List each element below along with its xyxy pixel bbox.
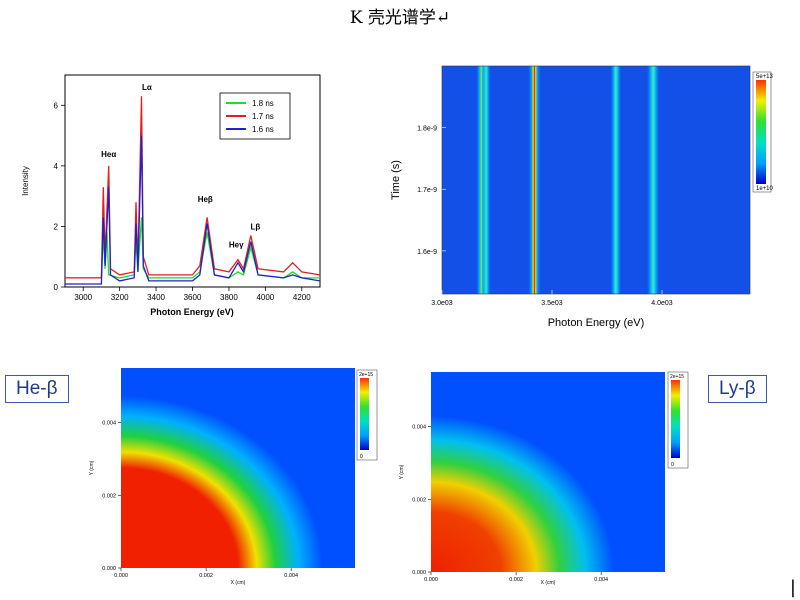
legend-entry: 1.6 ns [252,125,274,134]
x-tick-label: 0.004 [284,573,298,579]
y-tick-label: 6 [54,101,59,110]
x-tick-label: 4000 [256,293,274,302]
x-axis-label: X (cm) [541,580,556,586]
y-tick-label: 4 [54,162,59,171]
x-tick-label: 0.004 [594,577,608,583]
x-tick-label: 0.002 [509,577,523,583]
y-axis-label: Time (s) [390,160,402,200]
colorbar: 2e+15 0 [667,371,689,469]
x-tick-label: 3200 [111,293,129,302]
page-title: K 壳光谱学↵ [349,8,451,28]
colorbar: 2e+15 0 [356,369,378,461]
emission-line [609,66,622,294]
peak-annotation: Lα [142,83,152,92]
edge-mark: | [789,577,796,598]
x-tick-label: 3.0e03 [431,300,453,307]
x-tick-label: 3400 [147,293,165,302]
y-axis-label: Y (cm) [89,460,95,475]
ly-beta-label: Ly-β [708,375,767,403]
legend-entry: 1.7 ns [252,112,274,121]
peak-annotation: Heα [101,150,116,159]
y-tick-label: 0.000 [412,570,426,576]
he-beta-label: He-β [5,375,69,403]
peak-annotation: Heγ [229,241,244,250]
x-tick-label: 4200 [293,293,311,302]
colorbar-max-label: 5e+13 [756,74,774,80]
x-tick-label: 3000 [74,293,92,302]
y-tick-label: 0.002 [412,497,426,503]
emission-line [481,66,491,294]
x-tick-label: 3800 [220,293,238,302]
y-tick-label: 0.004 [102,421,116,427]
colorbar-min-label: 0 [360,454,363,460]
emission-line [527,66,542,294]
x-tick-label: 4.0e03 [651,300,673,307]
heatmap-area [442,66,750,294]
y-tick-label: 0.000 [102,566,116,572]
y-tick-label: 0.002 [102,493,116,499]
y-tick-label: 0.004 [412,425,426,431]
time-resolved-heatmap: 3.0e03 3.5e03 4.0e03 1.6e-9 1.7e-9 1.8e-9 5e+… [390,65,774,329]
legend: 1.8 ns 1.7 ns 1.6 ns [219,92,291,140]
x-tick-label: 0.002 [199,573,213,579]
x-axis-label: Photon Energy (eV) [150,307,234,317]
series-line-1.7-ns [65,96,321,279]
colorbar-max-label: 2e+15 [359,372,373,378]
colorbar: 5e+13 1e+10 [752,71,774,193]
colorbar-max-label: 2e+15 [670,374,684,380]
y-tick-label: 0 [54,283,59,292]
spectrum-line-chart: 3000 3200 3400 3600 3800 4000 4200 0 2 4 6 Heα Lα He… [21,74,321,317]
series-line-1.6-ns [65,135,321,285]
y-tick-label: 1.7e-9 [417,187,437,194]
ly-beta-heatmap: 0.000 0.002 0.004 0.000 0.002 0.004 2e+15 0 X… [399,371,689,586]
y-tick-label: 1.6e-9 [417,249,437,256]
y-axis-label: Y (cm) [399,464,405,479]
x-tick-label: 0.000 [424,577,438,583]
y-tick-label: 1.8e-9 [417,126,437,133]
legend-entry: 1.8 ns [252,99,274,108]
colorbar-min-label: 1e+10 [756,186,774,192]
x-axis-label: Photon Energy (eV) [548,317,645,329]
he-beta-heatmap: 0.000 0.002 0.004 0.000 0.002 0.004 2e+15 0 X… [89,368,378,586]
emission-line [646,66,661,294]
x-tick-label: 3600 [184,293,202,302]
y-axis-label: Intensity [21,166,30,196]
peak-annotation: Lβ [250,222,260,231]
x-tick-label: 3.5e03 [541,300,563,307]
x-tick-label: 0.000 [114,573,128,579]
x-axis-label: X (cm) [231,580,246,586]
peak-annotation: Heβ [198,195,213,204]
y-tick-label: 2 [54,222,59,231]
colorbar-min-label: 0 [671,462,674,468]
